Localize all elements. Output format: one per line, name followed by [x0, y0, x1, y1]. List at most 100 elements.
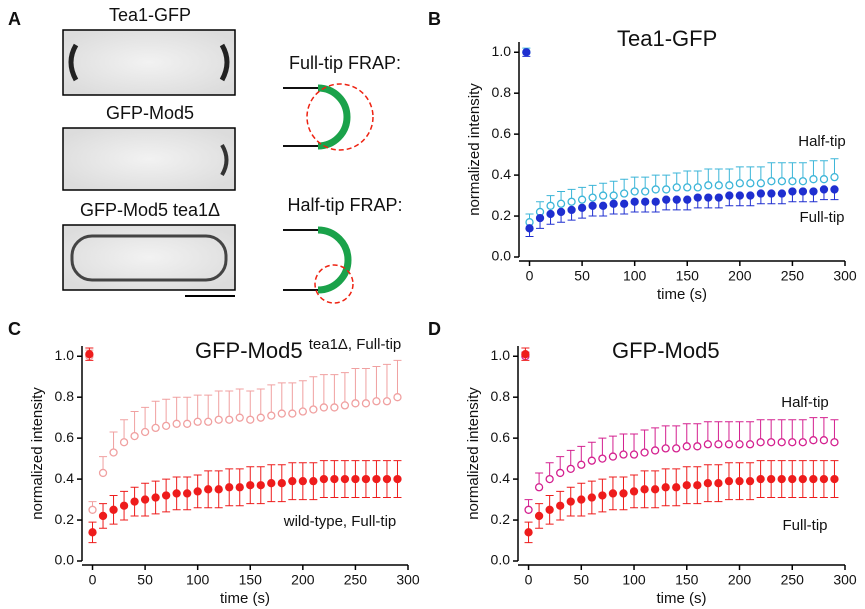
data-point [735, 179, 744, 188]
x-tick-label: 150 [675, 572, 699, 588]
x-tick-label: 0 [526, 268, 534, 284]
data-point [545, 474, 554, 484]
error-bar [151, 400, 160, 428]
y-tick-label: 0.4 [492, 166, 512, 182]
data-point [725, 181, 734, 190]
data-point [662, 185, 671, 194]
data-point [746, 191, 755, 200]
data-point [830, 438, 839, 447]
data-point [798, 187, 808, 196]
data-point [682, 481, 691, 490]
data-point [619, 450, 628, 459]
data-point [788, 474, 797, 484]
cell-tip [68, 43, 79, 82]
y-axis-label: normalized intensity [466, 83, 483, 216]
data-point [830, 172, 839, 182]
data-point [88, 505, 97, 514]
data-point [641, 187, 650, 196]
x-axis-label: time (s) [220, 590, 270, 607]
data-point [745, 476, 755, 486]
data-point [650, 446, 660, 455]
data-point [809, 474, 818, 484]
x-tick-label: 50 [574, 572, 590, 588]
series-label: Full-tip [799, 209, 844, 226]
data-point [151, 493, 160, 502]
data-point [204, 485, 213, 494]
data-point [98, 511, 108, 521]
data-point [546, 209, 555, 219]
data-point [767, 474, 776, 484]
data-point [819, 474, 829, 484]
series-label: Half-tip [798, 133, 846, 150]
data-point [319, 474, 329, 484]
data-point [351, 474, 360, 484]
data-point [309, 405, 318, 414]
data-point [256, 413, 265, 422]
data-point [246, 481, 255, 490]
y-tick-label: 1.0 [492, 43, 512, 59]
data-point [119, 501, 129, 510]
error-bar [246, 390, 255, 420]
frap-label: Half-tip FRAP: [287, 195, 402, 215]
y-tick-label: 1.0 [491, 347, 511, 363]
x-tick-label: 300 [833, 572, 857, 588]
x-axis-label: time (s) [657, 590, 707, 607]
cell-wall [283, 229, 318, 291]
error-bar [172, 396, 181, 424]
data-point [777, 438, 786, 447]
cell-tip [317, 84, 351, 150]
data-point [788, 438, 797, 447]
panel-label: C [8, 319, 21, 339]
data-point [767, 189, 776, 198]
data-point [340, 401, 350, 410]
data-point [183, 489, 192, 498]
y-tick-label: 0.2 [492, 207, 512, 223]
data-point [714, 440, 723, 449]
x-axis-label: time (s) [657, 286, 707, 303]
data-point [693, 193, 702, 202]
data-point [672, 444, 681, 453]
data-point [672, 483, 681, 492]
data-point [382, 474, 392, 484]
data-point [351, 399, 360, 408]
error-bar [330, 374, 339, 408]
data-point [588, 193, 597, 202]
data-point [277, 479, 286, 488]
cell-wall [283, 87, 318, 147]
data-point [587, 456, 596, 465]
data-point [703, 440, 713, 449]
data-point [798, 177, 808, 186]
data-point [256, 481, 265, 490]
chart-title: GFP-Mod5 [195, 338, 303, 363]
chart: B 0.0 0.2 0.4 0.6 0.8 1.0 0 50 100 150 200 250 300 tim… [428, 9, 857, 303]
data-point [661, 483, 670, 492]
data-point [119, 438, 129, 447]
cell-tip [219, 43, 230, 82]
data-point [588, 201, 597, 210]
data-point [809, 436, 818, 445]
x-tick-label: 100 [622, 572, 646, 588]
data-point [172, 489, 181, 498]
data-point [683, 195, 692, 204]
error-bar [183, 396, 192, 424]
x-tick-label: 50 [574, 268, 590, 284]
data-point [288, 476, 297, 486]
data-point [619, 489, 628, 498]
data-point [704, 193, 713, 202]
data-point [98, 468, 108, 478]
y-tick-label: 0.2 [55, 511, 75, 527]
series-label: Full-tip [782, 517, 827, 534]
data-point [277, 409, 286, 418]
data-point [724, 440, 734, 449]
chart: D 0.0 0.2 0.4 0.6 0.8 1.0 0 50 100 150 200 250 300 tim… [428, 319, 857, 607]
data-point [545, 505, 554, 514]
data-point [130, 497, 139, 506]
x-tick-label: 200 [728, 268, 752, 284]
image-label: Tea1-GFP [109, 5, 191, 25]
x-tick-label: 100 [186, 572, 210, 588]
data-point [629, 487, 639, 496]
y-tick-label: 0.4 [491, 470, 511, 486]
error-bar [298, 380, 307, 412]
data-point [735, 440, 744, 449]
error-bar [225, 390, 234, 420]
